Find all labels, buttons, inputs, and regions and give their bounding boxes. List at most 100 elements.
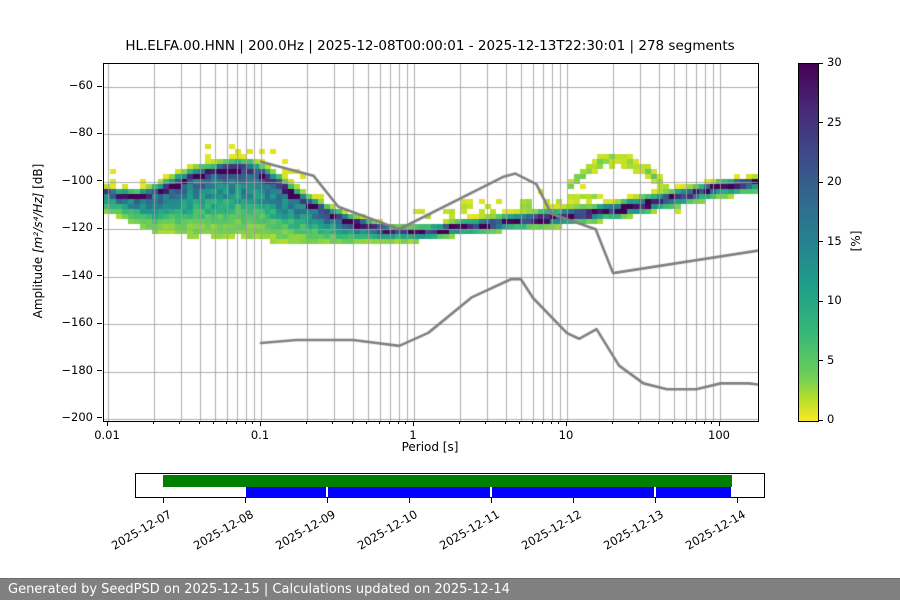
timeline-tick [244, 498, 246, 503]
colorbar-tick [819, 360, 823, 361]
timeline-tick [408, 498, 410, 503]
x-minor-tick [703, 421, 705, 424]
timeline-date-label: 2025-12-07 [109, 507, 174, 553]
x-minor-tick [611, 421, 613, 424]
x-minor-tick [152, 421, 154, 424]
colorbar-tick [819, 300, 823, 302]
x-major-tick [412, 421, 414, 426]
y-major-tick [97, 275, 102, 277]
timeline-date-label: 2025-12-11 [437, 507, 502, 553]
timeline-selected-segment [246, 486, 326, 498]
y-axis-label-units: [m²/s⁴/Hz] [31, 192, 45, 254]
x-major-tick [565, 421, 567, 426]
y-major-tick [97, 322, 102, 324]
y-major-tick [97, 180, 102, 182]
footer-text: Generated by SeedPSD on 2025-12-15 | Cal… [8, 582, 510, 597]
x-minor-tick [378, 421, 380, 424]
timeline-selected-segment [492, 486, 654, 498]
x-minor-tick [458, 421, 460, 424]
y-tick-label: −120 [61, 220, 93, 235]
x-minor-tick [485, 421, 487, 424]
footer-bar: Generated by SeedPSD on 2025-12-15 | Cal… [0, 578, 900, 600]
colorbar-tick [819, 62, 823, 64]
plot-area [103, 63, 759, 422]
colorbar-tick [819, 122, 823, 123]
x-major-tick [259, 421, 261, 426]
x-minor-tick [397, 421, 399, 424]
x-minor-tick [332, 421, 334, 424]
x-minor-tick [531, 421, 533, 424]
colorbar [798, 63, 819, 422]
timeline-date-label: 2025-12-14 [683, 507, 748, 553]
x-tick-label: 0.1 [250, 428, 270, 442]
timeline-tick [326, 498, 328, 503]
y-major-tick [97, 227, 102, 229]
colorbar-tick-label: 0 [827, 412, 835, 426]
y-tick-label: −80 [68, 125, 93, 140]
y-tick-label: −60 [68, 78, 93, 92]
x-minor-tick [638, 421, 640, 424]
timeline-tick [162, 498, 164, 503]
x-minor-tick [558, 421, 560, 424]
y-axis-label-suffix: [dB] [31, 163, 45, 193]
colorbar-tick-label: 15 [827, 233, 842, 248]
x-minor-tick [235, 421, 237, 424]
x-minor-tick [351, 421, 353, 424]
x-minor-tick [252, 421, 254, 424]
x-minor-tick [405, 421, 407, 424]
x-minor-tick [541, 421, 543, 424]
y-major-tick [97, 85, 102, 87]
x-minor-tick [244, 421, 246, 424]
x-minor-tick [519, 421, 521, 424]
timeline-tick [572, 498, 574, 503]
timeline-selected-segment [328, 486, 490, 498]
x-major-tick [718, 421, 720, 426]
x-minor-tick [504, 421, 506, 424]
x-minor-tick [366, 421, 368, 424]
x-axis-label: Period [s] [401, 440, 459, 454]
x-tick-label: 10 [558, 428, 574, 442]
timeline-tick [736, 498, 738, 503]
x-tick-label: 100 [708, 428, 730, 442]
ppsd-heatmap-canvas [104, 64, 758, 421]
timeline-date-label: 2025-12-09 [273, 507, 338, 553]
timeline-coverage-bar [163, 474, 732, 487]
x-minor-tick [179, 421, 181, 424]
x-minor-tick [684, 421, 686, 424]
colorbar-tick [819, 241, 823, 242]
x-minor-tick [225, 421, 227, 424]
colorbar-tick [819, 181, 823, 183]
y-major-tick [97, 132, 102, 134]
timeline-tick [654, 498, 656, 503]
colorbar-tick-label: 25 [827, 114, 842, 129]
timeline-date-label: 2025-12-13 [601, 507, 666, 553]
colorbar-tick-label: 5 [827, 352, 835, 367]
y-axis-label-prefix: Amplitude [31, 253, 45, 319]
x-minor-tick [550, 421, 552, 424]
x-minor-tick [657, 421, 659, 424]
timeline-tick [490, 498, 492, 503]
plot-title: HL.ELFA.00.HNN | 200.0Hz | 2025-12-08T00… [125, 38, 735, 54]
y-major-tick [97, 417, 102, 419]
colorbar-tick-label: 20 [827, 174, 842, 188]
x-major-tick [106, 421, 108, 426]
colorbar-tick-label: 30 [827, 55, 842, 69]
y-tick-label: −100 [61, 172, 93, 187]
colorbar-tick-label: 10 [827, 293, 842, 307]
y-tick-label: −200 [61, 409, 93, 424]
x-minor-tick [213, 421, 215, 424]
x-tick-label: 1 [409, 428, 417, 442]
timeline-date-label: 2025-12-10 [355, 507, 420, 553]
x-tick-label: 0.01 [94, 428, 120, 442]
colorbar-tick [819, 419, 823, 421]
y-tick-label: −140 [61, 267, 93, 282]
timeline-date-label: 2025-12-08 [191, 507, 256, 553]
x-minor-tick [388, 421, 390, 424]
timeline-date-label: 2025-12-12 [519, 507, 584, 553]
x-minor-tick [305, 421, 307, 424]
timeline-selected-segment [656, 486, 731, 498]
x-minor-tick [694, 421, 696, 424]
x-minor-tick [198, 421, 200, 424]
y-tick-label: −180 [61, 362, 93, 377]
